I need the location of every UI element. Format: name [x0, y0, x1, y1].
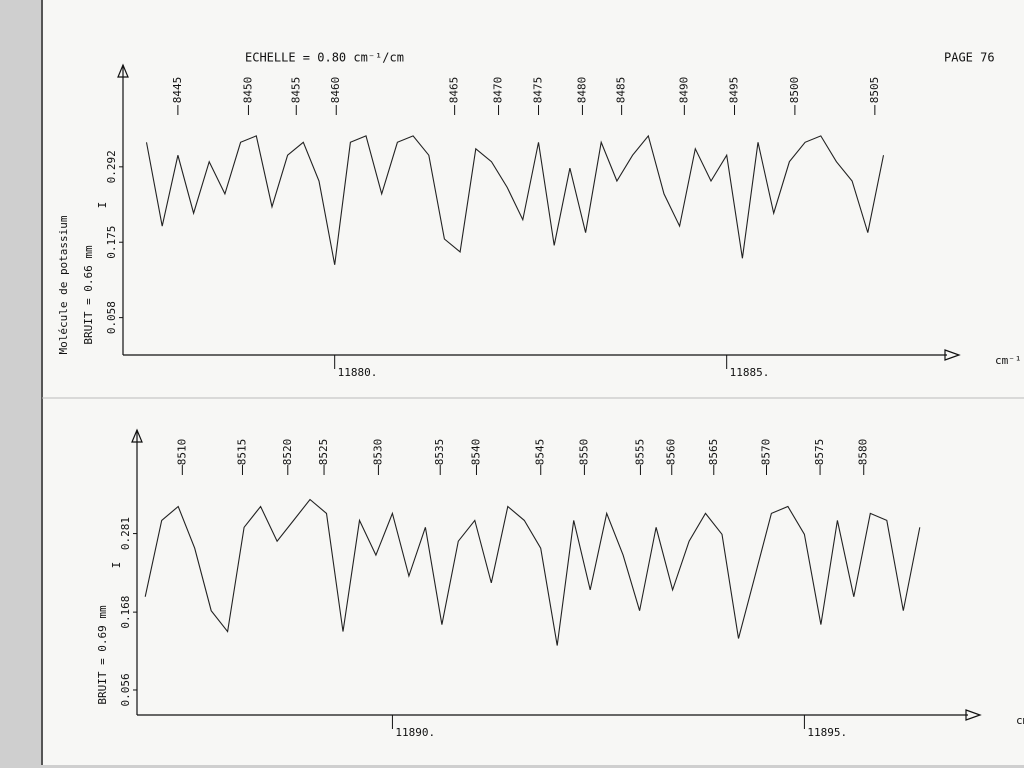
molecule-label: Molécule de potassium — [57, 215, 70, 354]
line-id-label: 8530 — [371, 439, 384, 466]
line-id-label: 8535 — [433, 439, 446, 466]
line-id-label: 8580 — [857, 439, 870, 466]
y-tick-label: 0.292 — [105, 150, 118, 183]
scale-label: ECHELLE = 0.80 cm⁻¹/cm — [245, 51, 404, 65]
line-id-label: 8470 — [492, 77, 505, 104]
line-id-label: 8490 — [677, 77, 690, 104]
line-id-label: 8445 — [171, 77, 184, 104]
x-tick-label: 11890. — [395, 726, 435, 739]
line-id-label: 8480 — [575, 77, 588, 104]
x-axis-arrow — [965, 709, 982, 721]
line-id-label: 8455 — [289, 77, 302, 104]
y-axis-arrow — [117, 63, 129, 78]
y-tick-label: 0.058 — [105, 301, 118, 334]
line-id-label: 8450 — [241, 77, 254, 104]
line-id-label: 8575 — [813, 439, 826, 466]
x-tick-label: 11895. — [807, 726, 847, 739]
line-id-label: 8545 — [534, 439, 547, 466]
line-id-label: 8515 — [235, 439, 248, 466]
page-number: PAGE 76 — [944, 51, 995, 65]
spectrum-line — [145, 134, 885, 265]
x-tick-label: 11880. — [338, 366, 378, 379]
y-tick-label: 0.168 — [119, 596, 132, 629]
x-axis-label: cm⁻¹ — [995, 354, 1022, 367]
line-id-label: 8465 — [448, 77, 461, 104]
line-id-label: 8495 — [728, 77, 741, 104]
line-id-label: 8570 — [760, 439, 773, 466]
line-id-label: 8525 — [317, 439, 330, 466]
spectrum-line — [144, 498, 921, 646]
noise-label: BRUIT = 0.69 mm — [96, 605, 109, 705]
y-tick-label: 0.056 — [119, 673, 132, 706]
line-id-label: 8500 — [788, 77, 801, 104]
y-axis-label: I — [110, 562, 123, 569]
line-id-label: 8505 — [868, 77, 881, 104]
x-axis-arrow — [944, 349, 961, 361]
y-axis-label: I — [96, 202, 109, 209]
paper — [42, 0, 1024, 765]
line-id-label: 8520 — [281, 439, 294, 466]
line-id-label: 8560 — [665, 439, 678, 466]
noise-label: BRUIT = 0.66 mm — [82, 245, 95, 345]
line-id-label: 8460 — [329, 77, 342, 104]
line-id-label: 8485 — [615, 77, 628, 104]
line-id-label: 8540 — [469, 439, 482, 466]
line-id-label: 8550 — [577, 439, 590, 466]
y-tick-label: 0.175 — [105, 226, 118, 259]
line-id-label: 8475 — [532, 77, 545, 104]
y-axis-arrow — [131, 428, 143, 443]
line-id-label: 8510 — [175, 439, 188, 466]
x-axis-label: cm⁻¹ — [1016, 714, 1024, 727]
x-tick-label: 11885. — [730, 366, 770, 379]
y-tick-label: 0.281 — [119, 517, 132, 550]
line-id-label: 8555 — [633, 439, 646, 466]
line-id-label: 8565 — [707, 439, 720, 466]
